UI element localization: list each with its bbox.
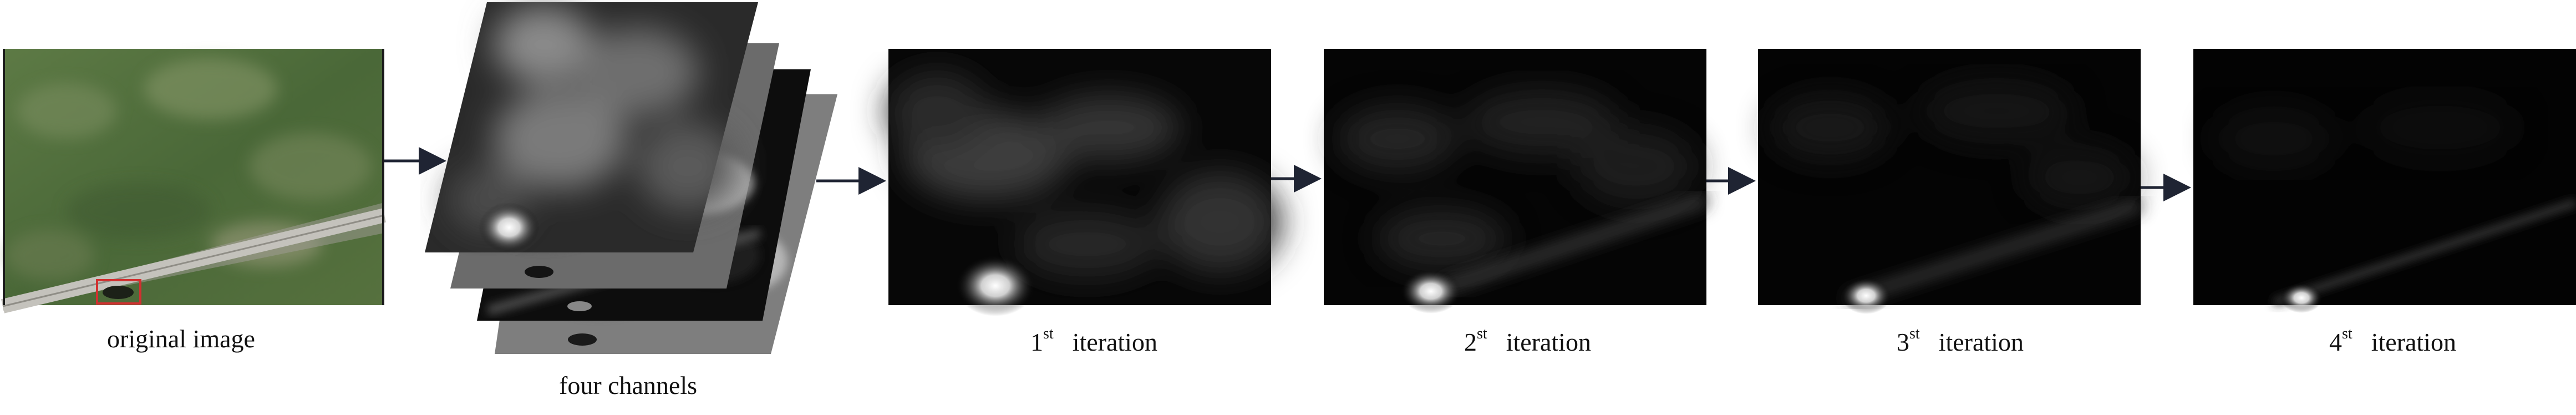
iteration-2-number: 2 <box>1464 328 1477 356</box>
iteration-4-number: 4 <box>2329 328 2342 356</box>
iteration-1-number: 1 <box>1030 328 1043 356</box>
iteration-4-word: iteration <box>2371 328 2456 356</box>
iteration-1-suffix: st <box>1043 325 1054 342</box>
iteration-map-1 <box>887 49 1281 316</box>
caption-original-image: original image <box>107 325 255 353</box>
vehicle-highlight <box>96 279 141 305</box>
iteration-3-word: iteration <box>1938 328 2024 356</box>
iteration-2-suffix: st <box>1477 325 1487 342</box>
iteration-map-4 <box>2193 49 2576 313</box>
iteration-2-word: iteration <box>1506 328 1591 356</box>
channel-stack <box>425 2 837 354</box>
iteration-3-number: 3 <box>1897 328 1909 356</box>
original-image <box>1 49 387 313</box>
iteration-3-suffix: st <box>1909 325 1920 342</box>
iteration-1-word: iteration <box>1072 328 1157 356</box>
iteration-map-3 <box>1758 49 2142 314</box>
iteration-map-2 <box>1324 49 1709 313</box>
iteration-4-suffix: st <box>2342 325 2353 342</box>
caption-four-channels: four channels <box>559 371 698 399</box>
channel-layer-1 <box>425 2 758 252</box>
